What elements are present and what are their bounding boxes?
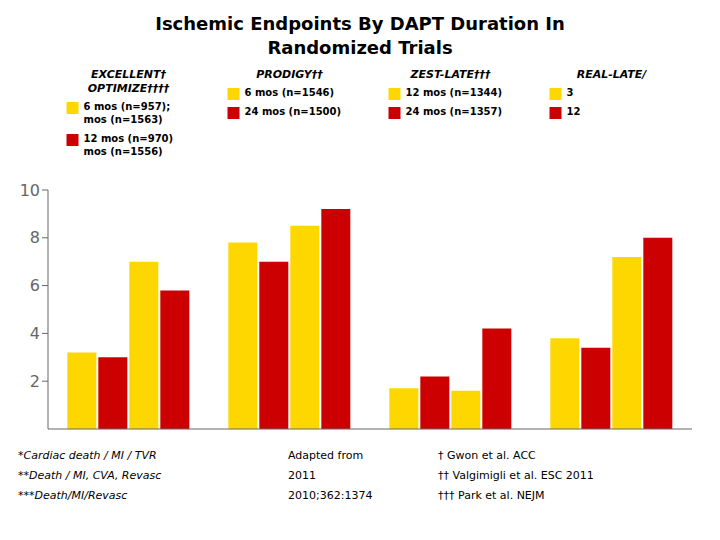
svg-text:2: 2 xyxy=(30,372,40,391)
html-text:Ischemic Endpoints By DAPT Dur: Ischemic Endpoints By DAPT Duration In xyxy=(155,13,565,34)
svg-text:24 mos (n=1500): 24 mos (n=1500) xyxy=(245,106,342,117)
svg-text:6: 6 xyxy=(30,276,40,295)
svg-text:EXCELLENT†: EXCELLENT† xyxy=(91,68,166,81)
svg-text:3: 3 xyxy=(567,87,574,98)
svg-text:6 mos (n=957);: 6 mos (n=957); xyxy=(84,101,171,112)
svg-text:OPTIMIZE††††: OPTIMIZE†††† xyxy=(88,82,170,95)
html-text:*Cardiac death / MI / TVR: *Cardiac death / MI / TVR xyxy=(18,449,157,462)
html-text:Randomized Trials: Randomized Trials xyxy=(267,37,453,58)
html-text:† Gwon et al. ACC: † Gwon et al. ACC xyxy=(438,449,536,462)
svg-text:8: 8 xyxy=(30,228,40,247)
html-text:**Death / MI, CVA, Revasc: **Death / MI, CVA, Revasc xyxy=(18,469,162,482)
html-text:2010;362:1374: 2010;362:1374 xyxy=(288,489,373,502)
html-text:***Death/MI/Revasc: ***Death/MI/Revasc xyxy=(18,489,128,502)
svg-text:10: 10 xyxy=(20,181,40,200)
svg-text:ZEST-LATE†††: ZEST-LATE††† xyxy=(410,68,491,81)
html-text:†† Valgimigli et al. ESC 2011: †† Valgimigli et al. ESC 2011 xyxy=(438,469,594,482)
svg-text:mos (n=1563): mos (n=1563) xyxy=(84,114,163,125)
svg-text:12 mos (n=970): 12 mos (n=970) xyxy=(84,133,174,144)
svg-text:PRODIGY††: PRODIGY†† xyxy=(256,68,323,81)
html-text:Adapted from: Adapted from xyxy=(288,449,364,462)
html-text:2011: 2011 xyxy=(288,469,316,482)
svg-text:12: 12 xyxy=(567,106,581,117)
html-text:††† Park et al. NEJM: ††† Park et al. NEJM xyxy=(438,489,545,502)
svg-text:24 mos (n=1357): 24 mos (n=1357) xyxy=(406,106,503,117)
svg-text:mos (n=1556): mos (n=1556) xyxy=(84,146,163,157)
svg-text:4: 4 xyxy=(30,324,40,343)
svg-text:12 mos (n=1344): 12 mos (n=1344) xyxy=(406,87,503,98)
svg-text:REAL-LATE/: REAL-LATE/ xyxy=(577,68,648,81)
svg-text:6 mos (n=1546): 6 mos (n=1546) xyxy=(245,87,335,98)
